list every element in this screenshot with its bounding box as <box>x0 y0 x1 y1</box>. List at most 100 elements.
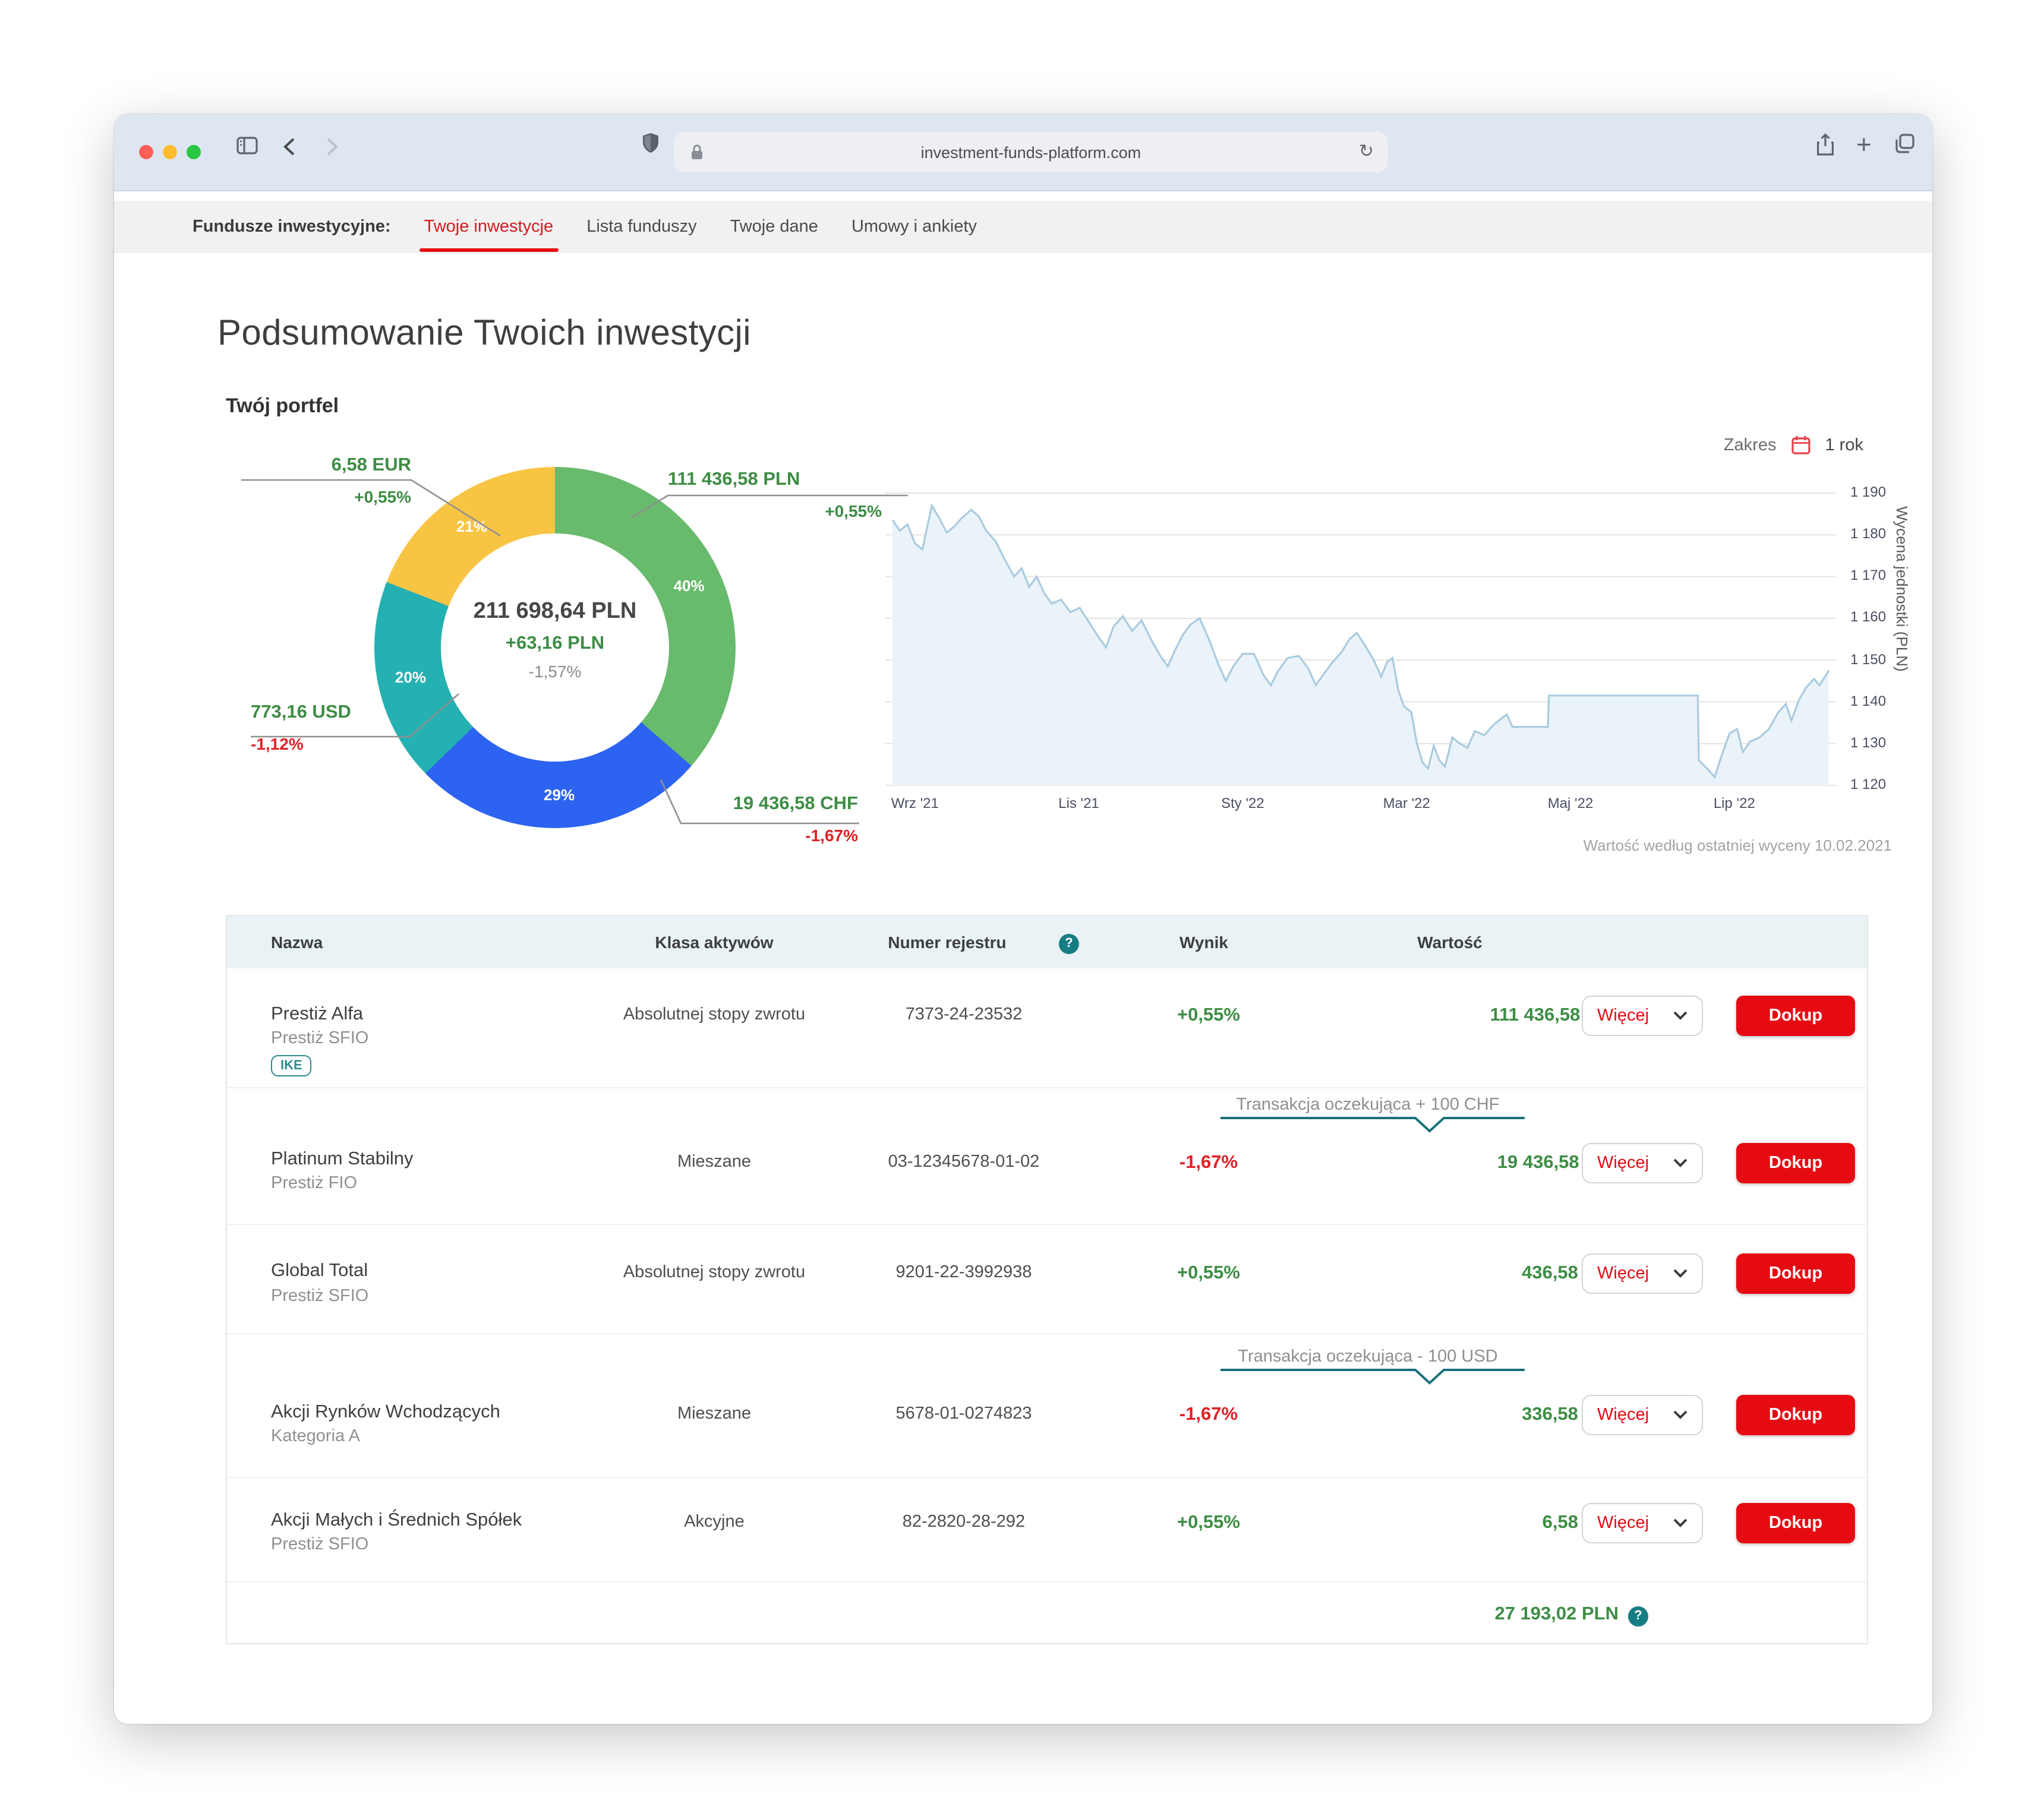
tab-twoje-inwestycje[interactable]: Twoje inwestycje <box>419 201 558 253</box>
chevron-down-icon <box>1673 1518 1687 1527</box>
back-icon[interactable] <box>283 138 296 156</box>
result-cell: -1,67% <box>1179 1404 1238 1425</box>
register-cell: 82-2820-28-292 <box>902 1512 1026 1531</box>
value-cell: 6,58 EUR <box>1542 1512 1622 1533</box>
more-button[interactable]: Więcej <box>1582 1253 1703 1294</box>
sidebar-icon[interactable] <box>236 137 258 154</box>
pending-transaction-label: Transakcja oczekująca - 100 USD <box>1238 1347 1498 1366</box>
buy-button[interactable]: Dokup <box>1736 996 1855 1036</box>
donut-percent-label: 21% <box>456 517 488 535</box>
y-axis-tick: 1 160 <box>1850 608 1887 626</box>
tab-umowy-i-ankiety[interactable]: Umowy i ankiety <box>851 217 977 236</box>
register-cell: 03-12345678-01-02 <box>888 1152 1040 1171</box>
x-axis-tick: Wrz '21 <box>891 795 939 811</box>
pln-change: +0,55% <box>825 501 882 520</box>
buy-button[interactable]: Dokup <box>1736 1503 1855 1543</box>
fund-name[interactable]: Global Total <box>271 1261 368 1281</box>
portfolio-heading: Twój portfel <box>226 394 339 417</box>
lock-icon <box>690 144 704 160</box>
header-register: Numer rejestru <box>888 933 1007 952</box>
more-button[interactable]: Więcej <box>1582 1395 1703 1435</box>
url-bar[interactable]: investment-funds-platform.com ↻ <box>674 132 1388 172</box>
header-name: Nazwa <box>271 933 323 952</box>
y-axis-title: Wycena jednostki (PLN) <box>1893 506 1911 672</box>
buy-button[interactable]: Dokup <box>1736 1253 1855 1294</box>
result-cell: +0,55% <box>1176 1005 1240 1025</box>
x-axis-tick: Lis '21 <box>1058 795 1099 811</box>
asset-class-cell: Mieszane <box>677 1152 752 1171</box>
fund-name[interactable]: Prestiż Alfa <box>271 1004 364 1024</box>
pln-amount: 111 436,58 PLN <box>668 469 800 490</box>
chf-amount: 19 436,58 CHF <box>733 794 858 814</box>
minimize-window-button[interactable] <box>163 145 177 159</box>
row-divider <box>227 1224 1867 1225</box>
range-selector[interactable]: Zakres 1 rok <box>1724 435 1863 455</box>
segment-label-chf: 19 436,58 CHF -1,67% <box>594 794 858 845</box>
buy-button[interactable]: Dokup <box>1736 1395 1855 1435</box>
usd-amount: 773,16 USD <box>251 702 351 722</box>
result-cell: +0,55% <box>1176 1512 1240 1533</box>
more-button[interactable]: Więcej <box>1582 1143 1703 1183</box>
fund-name[interactable]: Akcji Rynków Wchodzących <box>271 1402 500 1422</box>
eur-change: +0,55% <box>354 487 411 506</box>
value-cell: 111 436,58 PLN <box>1490 1005 1622 1025</box>
portfolio-total-value: 211 698,64 PLN <box>473 599 637 624</box>
donut-percent-label: 40% <box>673 577 705 595</box>
url-text: investment-funds-platform.com <box>920 143 1141 161</box>
row-divider <box>227 1477 1867 1478</box>
portfolio-total-change: +63,16 PLN <box>505 633 605 653</box>
row-divider <box>227 1333 1867 1334</box>
table-total-row: 27 193,02 PLN ? <box>1154 1604 1648 1626</box>
page-title: Podsumowanie Twoich inwestycji <box>217 314 751 353</box>
share-icon[interactable] <box>1816 133 1835 157</box>
chevron-down-icon <box>1673 1269 1687 1278</box>
header-result: Wynik <box>1179 933 1228 952</box>
x-axis-tick: Maj '22 <box>1547 795 1594 811</box>
ike-badge: IKE <box>271 1055 312 1076</box>
shield-icon[interactable] <box>642 132 660 154</box>
portfolio-total-block: 211 698,64 PLN +63,16 PLN -1,57% <box>374 599 736 681</box>
donut-percent-label: 29% <box>544 785 575 804</box>
range-value: 1 rok <box>1825 435 1864 454</box>
close-window-button[interactable] <box>139 145 153 159</box>
donut-hole <box>441 533 669 762</box>
chevron-down-icon <box>1673 1011 1687 1020</box>
tab-twoje-dane[interactable]: Twoje dane <box>730 217 818 236</box>
usd-change: -1,12% <box>251 734 304 753</box>
pending-transaction-label: Transakcja oczekująca + 100 CHF <box>1236 1095 1500 1114</box>
asset-class-cell: Absolutnej stopy zwrotu <box>623 1005 806 1024</box>
fund-name[interactable]: Platinum Stabilny <box>271 1149 414 1169</box>
total-help-icon[interactable]: ? <box>1628 1604 1648 1626</box>
chf-change: -1,67% <box>805 826 858 845</box>
result-cell: -1,67% <box>1179 1152 1238 1173</box>
value-cell: 336,58 USD <box>1522 1404 1622 1425</box>
total-value: 27 193,02 PLN <box>1494 1604 1619 1625</box>
more-button[interactable]: Więcej <box>1582 1503 1703 1543</box>
asset-class-cell: Mieszane <box>677 1404 752 1423</box>
browser-window: investment-funds-platform.com ↻ + Fundus… <box>114 114 1932 1724</box>
result-cell: +0,55% <box>1176 1263 1240 1283</box>
y-axis-tick: 1 150 <box>1850 650 1887 668</box>
calendar-icon[interactable] <box>1791 435 1811 455</box>
more-button[interactable]: Więcej <box>1582 996 1703 1036</box>
x-axis-tick: Sty '22 <box>1221 795 1264 811</box>
header-asset-class: Klasa aktywów <box>655 933 774 952</box>
fund-name[interactable]: Akcji Małych i Średnich Spółek <box>271 1510 522 1530</box>
chevron-down-icon <box>1673 1410 1687 1419</box>
register-help-icon[interactable]: ? <box>1059 931 1079 953</box>
buy-button[interactable]: Dokup <box>1736 1143 1855 1183</box>
x-axis-tick: Mar '22 <box>1383 795 1430 811</box>
valuation-caption: Wartość według ostatniej wyceny 10.02.20… <box>1583 836 1892 854</box>
forward-icon[interactable] <box>326 138 339 156</box>
fund-subname: Prestiż FIO <box>271 1174 358 1193</box>
segment-label-eur: 6,58 EUR +0,55% <box>174 455 411 506</box>
tabs-overview-icon[interactable] <box>1894 133 1916 154</box>
asset-class-cell: Akcyjne <box>684 1512 745 1531</box>
reload-icon[interactable]: ↻ <box>1358 141 1374 162</box>
zoom-window-button[interactable] <box>187 145 201 159</box>
row-divider <box>227 1581 1867 1583</box>
tab-lista-funduszy[interactable]: Lista funduszy <box>586 217 697 236</box>
new-tab-icon[interactable]: + <box>1856 130 1872 159</box>
valuation-chart-plot <box>885 492 1836 786</box>
